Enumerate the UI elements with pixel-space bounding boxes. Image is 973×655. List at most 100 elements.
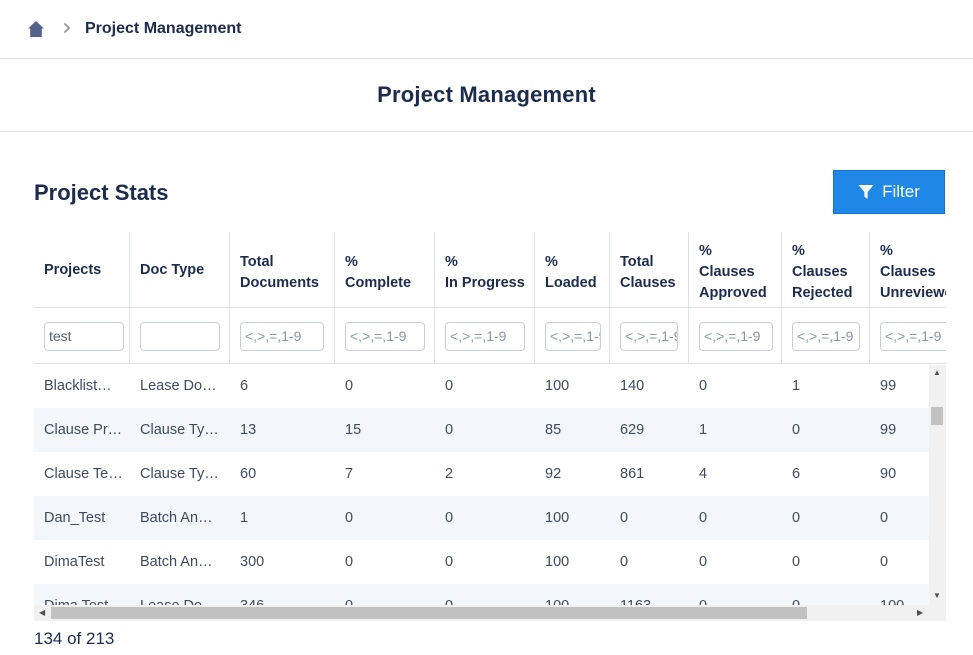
column-header-label: % bbox=[699, 243, 712, 259]
column-header-label: Clauses bbox=[699, 264, 755, 280]
column-filter-input[interactable] bbox=[445, 321, 525, 351]
column-header-label: % bbox=[880, 243, 893, 259]
column-filter-input[interactable] bbox=[792, 321, 860, 351]
table-cell: 0 bbox=[445, 422, 454, 438]
column-filter-input[interactable] bbox=[44, 321, 124, 351]
table-cell: 0 bbox=[345, 554, 354, 570]
column-header-label: Clauses bbox=[880, 264, 936, 280]
column-header[interactable]: Total Documents bbox=[230, 232, 335, 308]
table-cell: 100 bbox=[545, 510, 570, 526]
column-header-label: Loaded bbox=[545, 275, 597, 291]
table-cell: 2 bbox=[445, 466, 454, 482]
column-header[interactable]: % Complete bbox=[335, 232, 435, 308]
table-cell: 4 bbox=[699, 466, 708, 482]
table-cell: Blacklist… bbox=[44, 378, 112, 394]
column-header-label: Approved bbox=[699, 285, 767, 301]
column-header-label: Clauses bbox=[620, 275, 676, 291]
column-filter-input[interactable] bbox=[545, 321, 601, 351]
column-filter-cell bbox=[230, 308, 335, 364]
filter-button[interactable]: Filter bbox=[833, 170, 945, 214]
column-header-label: Rejected bbox=[792, 285, 853, 301]
column-header[interactable]: Doc Type bbox=[130, 232, 230, 308]
table-row[interactable]: Blacklist… Lease Do… 6 0 0 100 140 0 1 99 bbox=[34, 364, 946, 408]
filter-button-label: Filter bbox=[882, 182, 920, 201]
table-cell: 85 bbox=[545, 422, 562, 438]
column-header-label: % bbox=[545, 254, 558, 270]
table-row[interactable]: Clause Pr… Clause Ty… 13 15 0 85 629 1 0 99 bbox=[34, 408, 946, 452]
column-filter-input[interactable] bbox=[880, 321, 946, 351]
scroll-right-icon[interactable]: ▶ bbox=[917, 608, 924, 617]
vertical-scroll-thumb[interactable] bbox=[931, 407, 943, 425]
column-header[interactable]: Projects bbox=[34, 232, 130, 308]
column-header[interactable]: % In Progress bbox=[435, 232, 535, 308]
table-cell: DimaTest bbox=[44, 554, 105, 570]
breadcrumb: Project Management bbox=[0, 0, 973, 59]
table-cell: 13 bbox=[240, 422, 257, 438]
scroll-down-icon[interactable]: ▼ bbox=[933, 591, 941, 600]
table-cell: 1 bbox=[792, 378, 801, 394]
table-cell: 0 bbox=[792, 510, 801, 526]
table-cell: 0 bbox=[699, 378, 708, 394]
column-header-label: % bbox=[345, 254, 358, 270]
funnel-icon bbox=[858, 185, 874, 199]
column-header-label: Documents bbox=[240, 275, 319, 291]
column-filter-input[interactable] bbox=[240, 321, 324, 351]
table-cell: 300 bbox=[240, 554, 265, 570]
column-filter-cell bbox=[870, 308, 946, 364]
table-row[interactable]: DimaTest Batch An… 300 0 0 100 0 0 0 0 bbox=[34, 540, 946, 584]
column-filter-cell bbox=[130, 308, 230, 364]
column-header-label: Total bbox=[620, 254, 654, 270]
project-stats-grid: Projects Doc Type Total Documents% Complete%… bbox=[34, 232, 946, 621]
column-header[interactable]: % Clauses Approved bbox=[689, 232, 782, 308]
page-title: Project Management bbox=[377, 82, 596, 107]
column-header-label: % bbox=[792, 243, 805, 259]
table-cell: 100 bbox=[545, 554, 570, 570]
column-filter-cell bbox=[689, 308, 782, 364]
column-filter-input[interactable] bbox=[620, 321, 678, 351]
column-filter-input[interactable] bbox=[699, 321, 773, 351]
breadcrumb-current: Project Management bbox=[85, 20, 242, 37]
table-cell: 0 bbox=[620, 554, 629, 570]
column-header[interactable]: % Clauses Unreviewed bbox=[870, 232, 946, 308]
column-header-label: Unreviewed bbox=[880, 285, 946, 301]
vertical-scrollbar[interactable]: ▲ ▼ bbox=[929, 365, 946, 605]
table-cell: 92 bbox=[545, 466, 562, 482]
table-cell: Lease Do… bbox=[140, 378, 217, 394]
column-header[interactable]: % Loaded bbox=[535, 232, 610, 308]
column-filter-cell bbox=[610, 308, 689, 364]
table-cell: 0 bbox=[445, 378, 454, 394]
table-cell: Clause Ty… bbox=[140, 466, 219, 482]
table-cell: 140 bbox=[620, 378, 645, 394]
table-cell: 0 bbox=[345, 378, 354, 394]
table-cell: Clause Pr… bbox=[44, 422, 123, 438]
horizontal-scroll-thumb[interactable] bbox=[51, 607, 807, 619]
column-header-label: Total bbox=[240, 254, 274, 270]
home-icon[interactable] bbox=[27, 20, 45, 38]
section-title: Project Stats bbox=[34, 180, 169, 205]
table-cell: 861 bbox=[620, 466, 645, 482]
column-filter-cell bbox=[34, 308, 130, 364]
table-row[interactable]: Clause Te… Clause Ty… 60 7 2 92 861 4 6 90 bbox=[34, 452, 946, 496]
table-cell: 0 bbox=[792, 554, 801, 570]
horizontal-scrollbar[interactable]: ◀ ▶ bbox=[34, 605, 946, 621]
table-cell: 0 bbox=[699, 554, 708, 570]
table-cell: 0 bbox=[699, 510, 708, 526]
column-header[interactable]: Total Clauses bbox=[610, 232, 689, 308]
chevron-right-icon bbox=[63, 21, 71, 37]
table-row[interactable]: Dan_Test Batch An… 1 0 0 100 0 0 0 0 bbox=[34, 496, 946, 540]
column-filter-input[interactable] bbox=[140, 321, 220, 351]
table-cell: 0 bbox=[345, 510, 354, 526]
column-header-label: % bbox=[445, 254, 458, 270]
column-header[interactable]: % Clauses Rejected bbox=[782, 232, 870, 308]
column-header-label: Complete bbox=[345, 275, 412, 291]
column-filter-input[interactable] bbox=[345, 321, 425, 351]
table-cell: 1 bbox=[699, 422, 708, 438]
column-filter-cell bbox=[435, 308, 535, 364]
table-cell: Clause Te… bbox=[44, 466, 123, 482]
table-cell: 629 bbox=[620, 422, 645, 438]
scroll-left-icon[interactable]: ◀ bbox=[39, 608, 46, 617]
table-cell: 1 bbox=[240, 510, 249, 526]
scroll-up-icon[interactable]: ▲ bbox=[933, 368, 941, 377]
table-cell: 0 bbox=[792, 422, 801, 438]
table-cell: 6 bbox=[792, 466, 801, 482]
